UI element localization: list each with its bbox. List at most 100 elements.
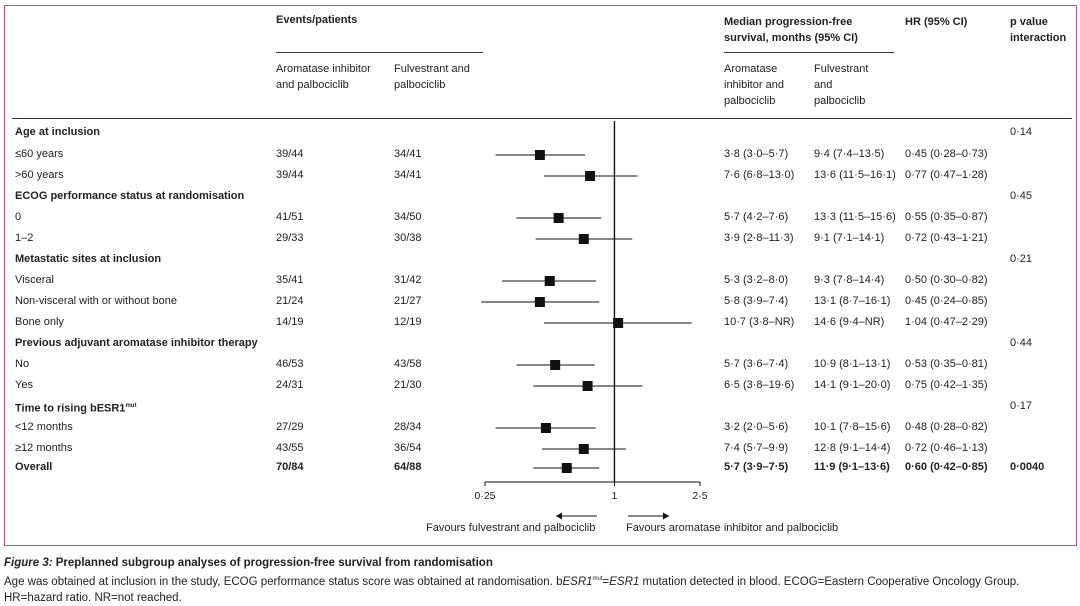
events-fulv: 34/50 [394,211,422,223]
events-fulv: 43/58 [394,358,422,370]
subgroup-heading: ECOG performance status at randomisation [15,190,245,202]
subgroup-heading: Metastatic sites at inclusion [15,253,162,265]
subgroup-label: ≤60 years [15,148,64,160]
median-ai: 3·2 (2·0–5·6) [724,421,789,433]
hr-marker [613,318,624,328]
hr-ci: 0·53 (0·35–0·81) [905,358,988,370]
median-fulv: 13·3 (11·5–15·6) [814,211,896,223]
caption-line-1b: mutation detected in blood. ECOG=Eastern… [639,575,1020,588]
p-interaction: 0·17 [1010,400,1033,412]
hr-ci: 0·45 (0·24–0·85) [905,295,988,307]
median-fulv-header-2: and [814,79,833,91]
median-pfs-header-1: Median progression-free [724,16,853,28]
caption-title-prefix: Figure 3: [4,557,53,569]
subgroup-heading: Time to rising bESR1 [15,402,126,415]
events-ai: 39/44 [276,169,304,181]
hr-ci: 0·48 (0·28–0·82) [905,421,988,433]
median-ai: 5·8 (3·9–7·4) [724,295,789,307]
events-ai: 21/24 [276,295,304,307]
hr-marker [534,297,545,307]
median-ai: 5·7 (3·9–7·5) [724,461,789,473]
hr-ci: 0·72 (0·43–1·21) [905,232,988,244]
x-tick-label: 1 [612,490,618,502]
col-ai-header-2: and palbociclib [276,79,349,91]
median-ai: 3·8 (3·0–5·7) [724,148,789,160]
subgroup-label: 1–2 [15,232,34,244]
events-patients-header: Events/patients [276,14,358,26]
figure-caption: Figure 3: Preplanned subgroup analyses o… [4,555,1076,606]
subgroup-heading: Previous adjuvant aromatase inhibitor th… [15,337,258,349]
caption-title-text: Preplanned subgroup analyses of progress… [52,557,493,569]
hr-ci: 0·60 (0·42–0·85) [905,461,988,473]
hr-marker [578,234,589,244]
events-fulv: 30/38 [394,232,422,244]
hr-marker [578,444,589,454]
caption-line-1: Age was obtained at inclusion in the stu… [4,571,1076,590]
header-rule-median [724,52,894,53]
subgroup-label: ≥12 months [15,442,73,454]
median-fulv: 10·9 (8·1–13·1) [814,358,891,370]
events-ai: 39/44 [276,148,304,160]
events-ai: 27/29 [276,421,304,433]
median-ai: 10·7 (3·8–NR) [724,316,795,328]
subgroup-label: Non-visceral with or without bone [15,295,178,307]
col-ai-header-1: Aromatase inhibitor [276,63,371,75]
events-fulv: 12/19 [394,316,422,328]
hr-ci: 0·55 (0·35–0·87) [905,211,988,223]
events-fulv: 34/41 [394,148,422,160]
events-fulv: 28/34 [394,421,422,433]
caption-line-2: HR=hazard ratio. NR=not reached. [4,591,182,604]
median-ai: 5·7 (3·6–7·4) [724,358,789,370]
caption-esr1-a: ESR1 [562,575,593,588]
hr-marker [544,276,555,286]
p-interaction: 0·45 [1010,190,1033,202]
hr-ci: 0·50 (0·30–0·82) [905,274,988,286]
p-interaction: 0·14 [1010,126,1033,138]
hr-ci: 1·04 (0·47–2·29) [905,316,988,328]
median-fulv: 13·6 (11·5–16·1) [814,169,896,181]
events-fulv: 36/54 [394,442,422,454]
caption-esr1-b: ESR1 [609,575,640,588]
subgroup-label: <12 months [15,421,73,433]
subgroup-heading: Age at inclusion [15,126,100,138]
events-ai: 43/55 [276,442,304,454]
events-ai: 70/84 [276,461,304,473]
p-interaction: 0·44 [1010,337,1033,349]
hr-marker [540,423,551,433]
events-fulv: 34/41 [394,169,422,181]
events-ai: 29/33 [276,232,304,244]
median-fulv: 14·1 (9·1–20·0) [814,379,891,391]
caption-esr1-sup: mut [592,576,603,582]
hr-marker [553,213,564,223]
median-ai-header-3: palbociclib [724,95,776,107]
median-ai: 5·7 (4·2–7·6) [724,211,789,223]
events-ai: 41/51 [276,211,304,223]
events-fulv: 64/88 [394,461,422,473]
hr-marker [582,381,593,391]
median-fulv: 10·1 (7·8–15·6) [814,421,891,433]
header-rule-events [276,52,483,53]
median-fulv: 9·3 (7·8–14·4) [814,274,885,286]
hr-marker [550,360,561,370]
median-ai: 7·6 (6·8–13·0) [724,169,795,181]
caption-line-1a: Age was obtained at inclusion in the stu… [4,575,563,588]
caption-title: Figure 3: Preplanned subgroup analyses o… [4,555,1076,571]
median-fulv: 13·1 (8·7–16·1) [814,295,891,307]
median-fulv: 14·6 (9·4–NR) [814,316,885,328]
median-fulv-header-1: Fulvestrant [814,63,869,75]
subgroup-label: Bone only [15,316,64,328]
hr-ci: 0·75 (0·42–1·35) [905,379,988,391]
table-header-rule [12,118,1072,119]
arrow-right-head [663,512,669,520]
favours-left-label: Favours fulvestrant and palbociclib [426,522,596,534]
subgroup-label: >60 years [15,169,64,181]
events-ai: 35/41 [276,274,304,286]
col-fulv-header-2: palbociclib [394,79,446,91]
median-fulv: 11·9 (9·1–13·6) [814,461,890,473]
subgroup-label: Visceral [15,274,54,286]
events-fulv: 31/42 [394,274,422,286]
median-ai-header-2: inhibitor and [724,79,784,91]
arrow-left-head [556,512,562,520]
p-interaction: 0·0040 [1010,461,1045,473]
hr-marker [585,171,596,181]
